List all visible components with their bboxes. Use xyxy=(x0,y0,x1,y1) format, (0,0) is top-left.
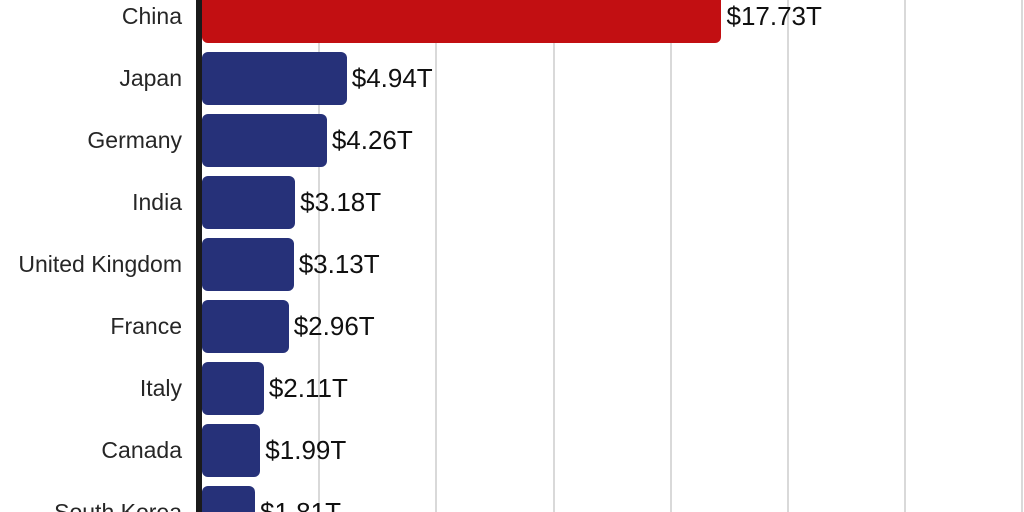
chart-row-germany: Germany $4.26T xyxy=(0,113,1024,167)
y-axis-line xyxy=(196,0,202,512)
category-label-china: China xyxy=(121,2,182,29)
gridline-16T xyxy=(669,0,672,512)
value-label-italy: $2.11T xyxy=(268,372,348,403)
value-label-china: $17.73T xyxy=(726,0,822,31)
value-label-united-kingdom: $3.13T xyxy=(298,248,380,279)
chart-row-india: India $3.18T xyxy=(0,175,1024,229)
chart-row-france: France $2.96T xyxy=(0,299,1024,353)
category-label-france: France xyxy=(110,312,182,339)
value-label-germany: $4.26T xyxy=(331,124,413,155)
gridline-4T xyxy=(318,0,321,512)
value-label-south-korea: $1.81T xyxy=(260,496,341,512)
bar-japan xyxy=(202,51,347,105)
chart-row-china: China $17.73T xyxy=(0,0,1024,43)
gridline-20T xyxy=(787,0,789,512)
bar-italy xyxy=(202,361,264,415)
gridline-12T xyxy=(552,0,555,512)
bar-france xyxy=(202,299,289,353)
category-label-canada: Canada xyxy=(101,436,182,463)
chart-row-italy: Italy $2.11T xyxy=(0,361,1024,415)
chart-row-japan: Japan $4.94T xyxy=(0,51,1024,105)
value-label-japan: $4.94T xyxy=(351,62,433,93)
bar-india xyxy=(202,175,296,229)
bar-united-kingdom xyxy=(202,237,294,291)
gridline-24T xyxy=(904,0,907,512)
chart-row-canada: Canada $1.99T xyxy=(0,423,1024,477)
bar-china xyxy=(202,0,722,43)
category-label-japan: Japan xyxy=(119,64,182,91)
gridline-8T xyxy=(435,0,438,512)
bar-canada xyxy=(202,423,261,477)
category-label-india: India xyxy=(132,188,182,215)
bar-germany xyxy=(202,113,327,167)
chart-row-united-kingdom: United Kingdom $3.13T xyxy=(0,237,1024,291)
category-label-south-korea: South Korea xyxy=(54,498,182,512)
category-label-united-kingdom: United Kingdom xyxy=(18,250,182,277)
value-label-canada: $1.99T xyxy=(265,434,347,465)
category-label-germany: Germany xyxy=(87,126,182,153)
value-label-india: $3.18T xyxy=(300,186,382,217)
bar-south-korea xyxy=(202,485,256,512)
value-label-france: $2.96T xyxy=(293,310,375,341)
gridline-28T xyxy=(1021,0,1024,512)
category-label-italy: Italy xyxy=(139,374,182,401)
chart-row-south-korea: South Korea $1.81T xyxy=(0,485,1024,512)
